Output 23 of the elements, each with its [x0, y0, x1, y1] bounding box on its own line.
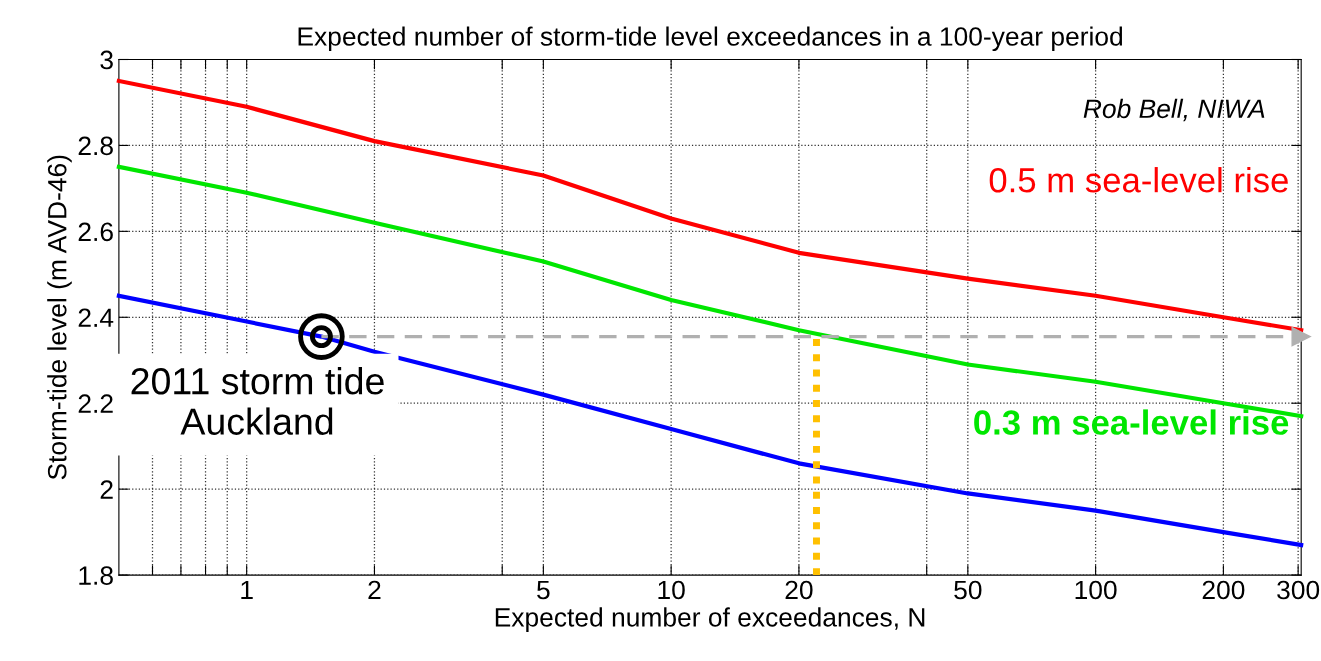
x-axis-title: Expected number of exceedances, N [495, 607, 925, 632]
x-tick-label: 100 [1075, 580, 1117, 600]
series-label: 0.3 m sea-level rise [974, 409, 1289, 435]
x-tick-label: 20 [785, 580, 813, 600]
y-axis-title: Storm-tide level (m AVD-46) [47, 155, 72, 480]
x-tick-label: 5 [537, 580, 550, 600]
annotation: Rob Bell, NIWA [1083, 98, 1265, 122]
y-tick-label: 1.8 [79, 566, 113, 585]
y-tick-label: 2.4 [78, 308, 114, 327]
y-tick-label: 2.6 [78, 222, 113, 242]
chart-title: Expected number of storm-tide level exceedances in a 100-year period [298, 26, 1123, 52]
x-tick-label: 50 [954, 580, 982, 600]
x-tick-label: 2 [368, 580, 381, 600]
y-tick-label: 3 [100, 50, 113, 70]
y-tick-label: 2.8 [78, 136, 113, 156]
x-tick-label: 300 [1277, 580, 1320, 600]
x-tick-label: 1 [241, 580, 253, 600]
text: 0.5 m sea-level rise [989, 167, 1288, 193]
x-tick-label: 10 [658, 580, 685, 600]
y-tick-label: 2.2 [78, 394, 113, 413]
x-tick-label: 200 [1202, 580, 1245, 600]
annotation: 2011 storm tide Auckland [131, 367, 384, 435]
y-tick-label: 2 [100, 480, 113, 499]
